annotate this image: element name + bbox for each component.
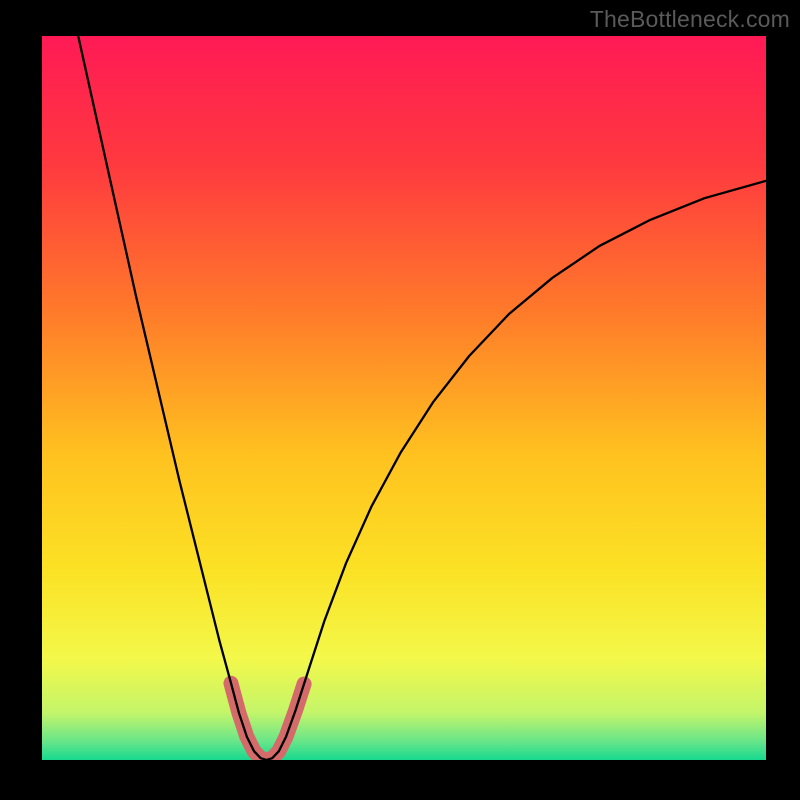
bottleneck-curve [42,36,766,760]
plot-area [42,36,766,760]
curve-line [78,36,766,760]
watermark-text: TheBottleneck.com [590,6,790,33]
